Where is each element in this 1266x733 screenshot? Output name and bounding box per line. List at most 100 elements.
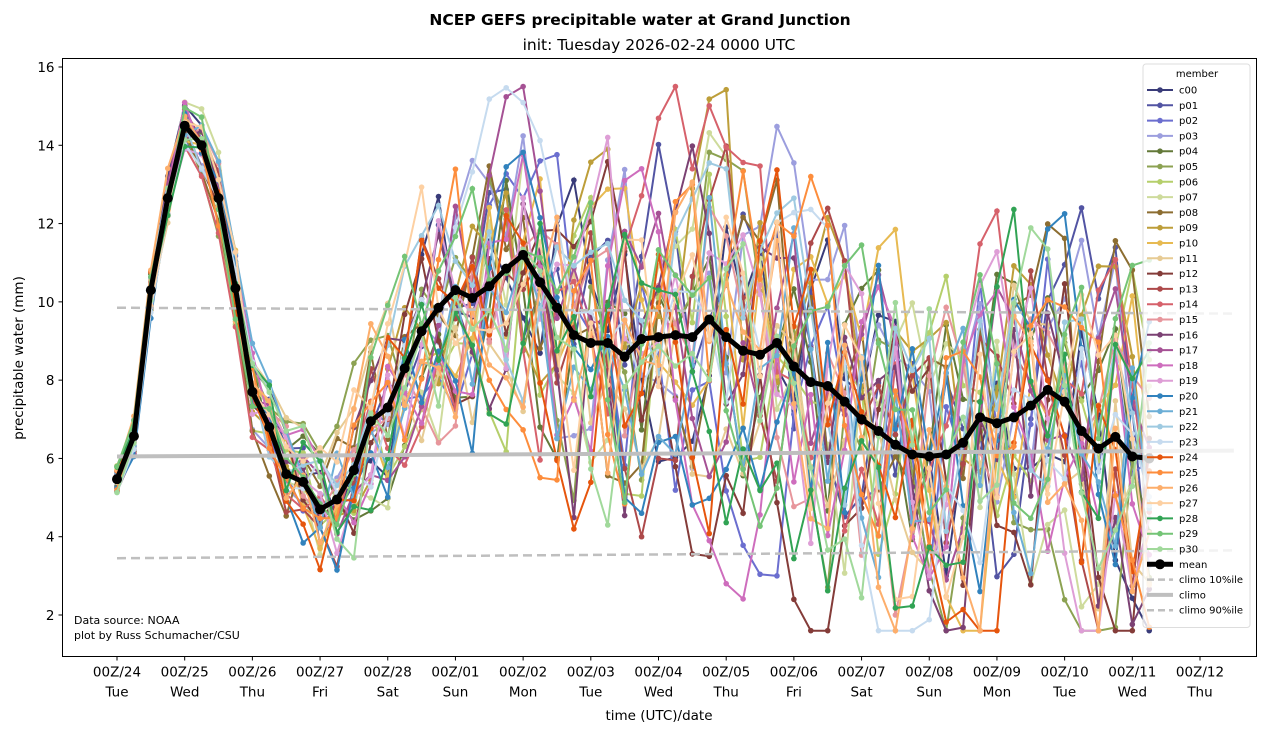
point-p17 [537,188,543,194]
point-p24 [706,530,713,537]
point-p19 [520,194,526,201]
point-p16 [621,512,628,519]
x-tick-day-label: Sun [916,685,942,701]
legend-item-p18: p18 [1147,361,1198,372]
point-p25 [1078,324,1085,331]
point-p26 [351,406,357,412]
point-p20 [384,494,391,500]
point-p28 [486,411,493,417]
point-p24 [638,390,645,397]
point-p15 [435,439,442,446]
point-p11 [689,471,696,477]
point-p19 [994,248,1000,255]
point-p11 [469,419,476,426]
point-p22 [926,335,933,342]
legend-item-p12: p12 [1147,269,1198,280]
x-axis-label: time (UTC)/date [605,708,712,724]
point-p12 [1129,627,1136,634]
point-p03 [571,432,577,439]
point-p05 [351,360,357,367]
point-p16 [926,587,933,594]
point-p30 [588,466,594,472]
point-p25 [503,406,510,413]
x-tick-label: 00Z/10 [1041,665,1089,681]
point-p28 [300,439,306,446]
point-p30 [317,474,323,480]
point-p26 [418,358,425,365]
legend-label: p22 [1179,422,1198,433]
point-p11 [1112,398,1119,404]
point-p16 [1112,514,1119,521]
series-line-p18 [116,102,1151,601]
point-p28 [994,283,1000,290]
series-line-p26 [116,113,1151,635]
point-p28 [588,393,594,400]
point-p26 [283,495,290,501]
mean-point [264,422,275,433]
x-tick-day-label: Sat [850,685,872,701]
point-p25 [892,388,899,394]
point-p26 [824,525,831,532]
legend-marker [1157,393,1163,399]
point-p28 [283,487,290,494]
mean-point [298,476,309,487]
series-line-p27 [116,120,1151,601]
x-axis: 00Z/24 Tue 00Z/25 Wed 00Z/26 Thu 00Z/27 Fri 00Z/… [93,656,1224,701]
legend-label: p27 [1179,499,1198,510]
point-p27 [994,494,1000,501]
point-p11 [892,497,899,503]
point-p12 [520,270,526,276]
legend-marker [1157,102,1163,109]
point-p26 [689,179,696,185]
point-p14 [740,159,746,166]
point-p23 [384,411,391,417]
point-p18 [672,397,679,403]
point-p25 [757,276,763,282]
point-p06 [723,313,729,320]
point-p24 [520,240,526,246]
point-p27 [384,320,391,327]
point-p30 [249,360,256,367]
point-p25 [317,515,323,522]
point-p28 [621,231,628,238]
point-p30 [672,363,679,369]
legend-label: p23 [1179,437,1198,448]
legend-label: p04 [1179,147,1198,158]
point-p30 [452,294,459,301]
x-tick-day-label: Tue [1052,685,1076,701]
point-p17 [452,203,459,210]
point-p05 [1061,596,1068,603]
point-p18 [604,263,611,269]
point-p28 [909,603,916,609]
legend-marker [1157,439,1163,445]
point-p25 [554,477,560,483]
point-p13 [672,457,679,464]
point-p28 [824,587,831,594]
point-p26 [621,317,628,324]
mean-point [213,193,224,204]
point-p30 [537,268,543,274]
point-p09 [469,223,476,230]
point-p01 [655,141,662,148]
point-p17 [554,315,560,322]
point-p17 [418,403,425,410]
point-p22 [774,210,780,216]
point-p13 [283,509,290,515]
point-p27 [351,387,357,393]
point-p29 [435,268,442,274]
point-p26 [486,362,493,368]
point-p07 [1061,507,1068,513]
point-p23 [198,165,205,171]
point-p29 [723,407,729,414]
legend-marker [1157,194,1163,200]
point-p17 [807,440,814,446]
mean-point [179,120,190,131]
point-p26 [791,400,797,407]
point-p28 [435,357,442,363]
point-p25 [300,505,306,511]
point-p28 [351,503,357,510]
point-p29 [791,343,797,349]
point-p25 [537,474,543,481]
point-p21 [1027,570,1034,577]
x-tick-label: 00Z/28 [364,665,412,681]
